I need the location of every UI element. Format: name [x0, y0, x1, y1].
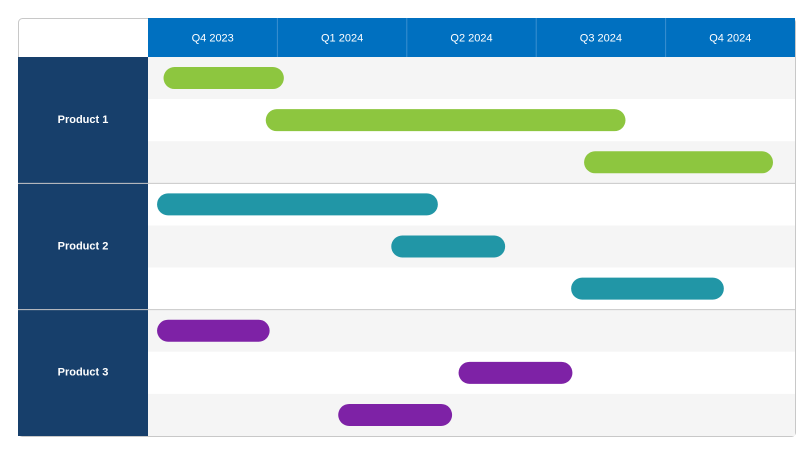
- task-bar: [458, 361, 573, 384]
- task-bar: [163, 67, 284, 90]
- task-bar: [338, 403, 453, 426]
- group-label-cell: [18, 309, 148, 436]
- group-label-cell: [18, 57, 148, 184]
- x-tick-label: Q1 2024: [321, 32, 363, 44]
- header-bar: [148, 18, 795, 57]
- task-bar: [584, 151, 774, 174]
- group-label: Product 2: [58, 240, 109, 252]
- task-bar: [571, 277, 724, 300]
- task-bar: [391, 235, 506, 258]
- x-tick-label: Q4 2023: [192, 32, 234, 44]
- x-tick-label: Q4 2024: [709, 32, 751, 44]
- group-label: Product 1: [58, 114, 109, 126]
- x-tick-label: Q2 2024: [450, 32, 492, 44]
- group-label: Product 3: [58, 367, 109, 379]
- task-bar: [157, 319, 270, 342]
- group-label-cell: [18, 183, 148, 310]
- row-stripe: [148, 393, 795, 436]
- x-tick-label: Q3 2024: [580, 32, 622, 44]
- task-bar: [157, 193, 438, 216]
- task-bar: [265, 109, 626, 132]
